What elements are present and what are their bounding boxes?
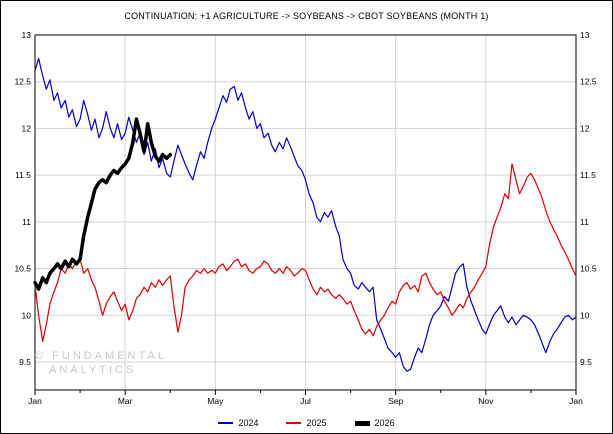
x-axis-label: Jan — [569, 396, 583, 406]
y-axis-label-right: 9.5 — [580, 357, 592, 367]
x-axis-label: Nov — [478, 396, 494, 406]
y-axis-label-left: 11 — [22, 217, 31, 227]
y-axis-label-left: 10 — [22, 310, 32, 320]
x-axis-label: Sep — [388, 396, 403, 406]
x-axis-label: Mar — [118, 396, 133, 406]
legend-swatch-2024 — [218, 422, 234, 424]
x-axis-label: May — [207, 396, 224, 406]
series-line-2024 — [34, 57, 577, 372]
y-axis-label-right: 11.5 — [580, 170, 596, 180]
y-axis-label-left: 9.5 — [19, 357, 31, 367]
y-axis-label-right: 12 — [580, 123, 590, 133]
y-axis-label-right: 13 — [580, 30, 590, 40]
y-axis-label-right: 10.5 — [580, 264, 597, 274]
watermark-line1: © FUNDAMENTAL — [35, 350, 167, 362]
watermark-line2: ANALYTICS — [49, 364, 137, 376]
legend-label-2025: 2025 — [306, 418, 327, 428]
legend-item-2025: 2025 — [286, 418, 327, 428]
x-axis-label: Jan — [28, 396, 42, 406]
y-axis-label-left: 12.5 — [14, 77, 31, 87]
y-axis-label-right: 12.5 — [580, 77, 597, 87]
y-axis-label-left: 12 — [22, 123, 32, 133]
legend-swatch-2025 — [286, 422, 302, 424]
legend-item-2026: 2026 — [354, 418, 395, 428]
legend-label-2024: 2024 — [238, 418, 259, 428]
legend-item-2024: 2024 — [218, 418, 258, 428]
legend: 2024 2025 2026 — [1, 418, 612, 428]
watermark: © FUNDAMENTAL ANALYTICS — [35, 349, 167, 377]
legend-swatch-2026 — [354, 420, 370, 426]
x-axis-label: Jul — [300, 396, 311, 406]
series-line-2026 — [33, 117, 173, 291]
y-axis-label-right: 10 — [580, 310, 590, 320]
y-axis-label-left: 11.5 — [15, 170, 31, 180]
legend-label-2026: 2026 — [374, 418, 395, 428]
y-axis-label-left: 13 — [22, 30, 32, 40]
y-axis-label-right: 11 — [580, 217, 589, 227]
series-line-2025 — [34, 163, 577, 342]
y-axis-label-left: 10.5 — [14, 264, 31, 274]
chart-title: CONTINUATION: +1 AGRICULTURE -> SOYBEANS… — [124, 11, 489, 21]
